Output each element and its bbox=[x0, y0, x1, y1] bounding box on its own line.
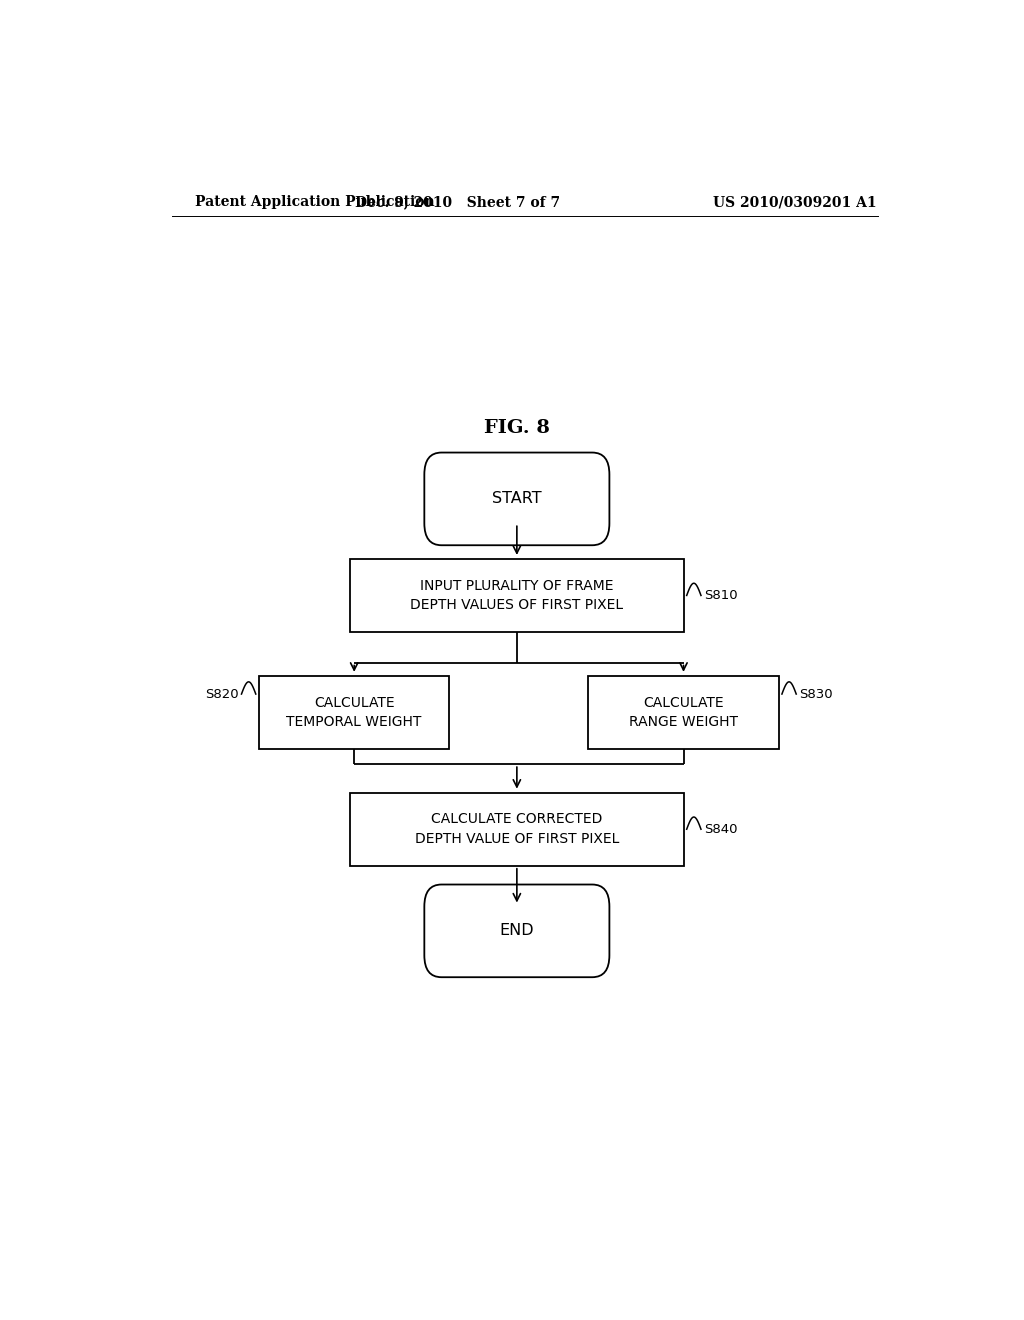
Text: END: END bbox=[500, 924, 535, 939]
Text: START: START bbox=[493, 491, 542, 507]
Text: CALCULATE
RANGE WEIGHT: CALCULATE RANGE WEIGHT bbox=[629, 696, 738, 729]
Text: S820: S820 bbox=[205, 688, 239, 701]
Bar bbox=[350, 792, 684, 866]
FancyBboxPatch shape bbox=[424, 884, 609, 977]
FancyBboxPatch shape bbox=[424, 453, 609, 545]
Text: FIG. 8: FIG. 8 bbox=[484, 418, 550, 437]
Text: CALCULATE
TEMPORAL WEIGHT: CALCULATE TEMPORAL WEIGHT bbox=[287, 696, 422, 729]
Bar bbox=[350, 558, 684, 632]
Text: INPUT PLURALITY OF FRAME
DEPTH VALUES OF FIRST PIXEL: INPUT PLURALITY OF FRAME DEPTH VALUES OF… bbox=[411, 578, 624, 612]
Text: S830: S830 bbox=[800, 688, 833, 701]
Bar bbox=[259, 676, 450, 748]
Text: CALCULATE CORRECTED
DEPTH VALUE OF FIRST PIXEL: CALCULATE CORRECTED DEPTH VALUE OF FIRST… bbox=[415, 813, 620, 846]
Text: S840: S840 bbox=[705, 822, 737, 836]
Text: Patent Application Publication: Patent Application Publication bbox=[196, 195, 435, 209]
Text: US 2010/0309201 A1: US 2010/0309201 A1 bbox=[713, 195, 877, 209]
Bar bbox=[588, 676, 778, 748]
Text: S810: S810 bbox=[705, 589, 737, 602]
Text: Dec. 9, 2010   Sheet 7 of 7: Dec. 9, 2010 Sheet 7 of 7 bbox=[354, 195, 560, 209]
